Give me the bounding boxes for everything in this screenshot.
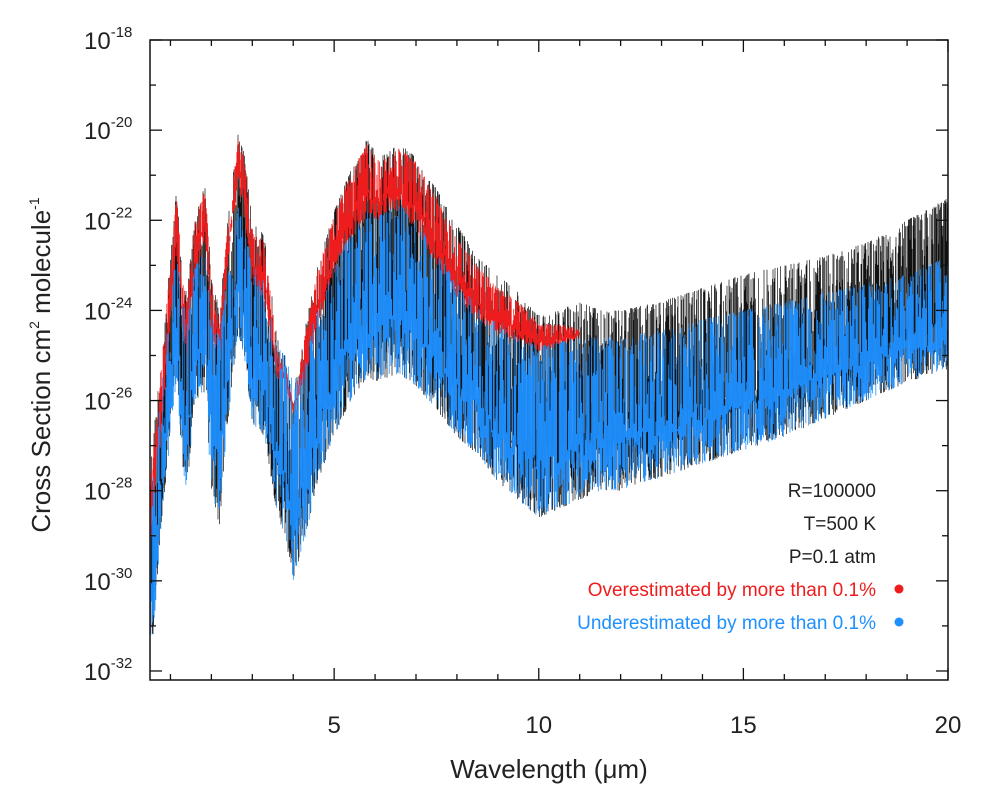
x-tick-label: 20: [935, 712, 962, 739]
legend-label-overestimated: Overestimated by more than 0.1%: [588, 580, 876, 601]
series-trace: [150, 139, 580, 552]
plot-frame: [149, 39, 949, 681]
series-overestimated-by-more-than-0-1-: [150, 139, 580, 552]
y-tick-label: 10-18: [84, 24, 132, 55]
legend-marker-underestimated: [894, 617, 904, 627]
series-underestimated-by-more-than-0-1-: [150, 204, 948, 680]
annotation-temperature: T=500 K: [804, 514, 877, 535]
series-layer: [150, 134, 948, 680]
series-trace: [150, 204, 948, 680]
x-tick-label: 15: [730, 712, 757, 739]
y-tick-label: 10-30: [84, 565, 132, 596]
x-axis-title: Wavelength (μm): [450, 754, 648, 784]
y-tick-label: 10-26: [84, 385, 132, 416]
y-axis-title: Cross Section cm2 molecule-1: [26, 197, 56, 532]
x-tick-label: 5: [327, 712, 340, 739]
legend-marker-overestimated: [894, 584, 904, 594]
annotation-pressure: P=0.1 atm: [789, 547, 876, 568]
y-tick-label: 10-20: [84, 114, 132, 145]
x-tick-label: 10: [525, 712, 552, 739]
annotation-resolution: R=100000: [788, 481, 876, 502]
y-tick-label: 10-28: [84, 475, 132, 506]
y-tick-label: 10-32: [84, 655, 132, 686]
legend: Overestimated by more than 0.1% Underest…: [577, 580, 904, 634]
y-tick-label: 10-22: [84, 204, 132, 235]
y-tick-label: 10-24: [84, 294, 132, 325]
legend-label-underestimated: Underestimated by more than 0.1%: [577, 613, 876, 634]
tick-label-layer: 5 10 15 20 10-18 10-20 10-22 10-24 10-26 10-28 10-…: [84, 24, 961, 739]
